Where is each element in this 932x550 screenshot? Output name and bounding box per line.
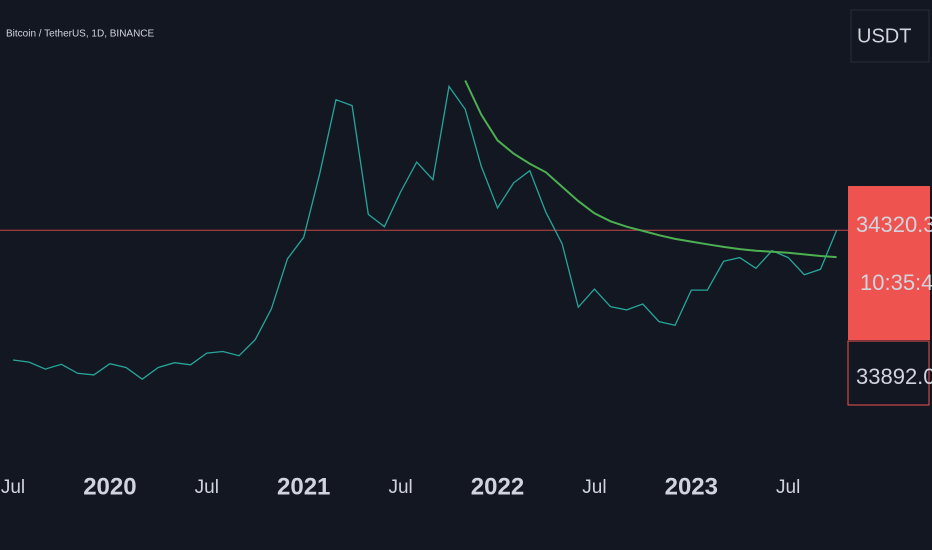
previous-close-box <box>847 340 930 406</box>
countdown-label: 10:35:43 <box>860 270 932 295</box>
previous-close-label: 33892.02 <box>856 364 932 389</box>
series-line <box>464 80 837 259</box>
x-tick-label: 2021 <box>277 473 330 500</box>
last-price-box <box>848 186 930 340</box>
currency-box[interactable] <box>850 9 930 63</box>
x-tick-label: Jul <box>1 477 25 498</box>
currency-label[interactable]: USDT <box>857 25 911 47</box>
x-tick-label: Jul <box>776 477 800 498</box>
x-tick-label: Jul <box>388 477 412 498</box>
chart-title: Bitcoin / TetherUS, 1D, BINANCE <box>6 29 155 40</box>
last-price-label: 34320.39 <box>856 212 932 237</box>
x-tick-label: 2022 <box>471 473 524 500</box>
x-tick-label: 2023 <box>665 473 718 500</box>
x-tick-label: 2020 <box>83 473 136 500</box>
x-tick-label: Jul <box>582 477 606 498</box>
x-tick-label: Jul <box>195 477 219 498</box>
series-line <box>12 84 838 381</box>
